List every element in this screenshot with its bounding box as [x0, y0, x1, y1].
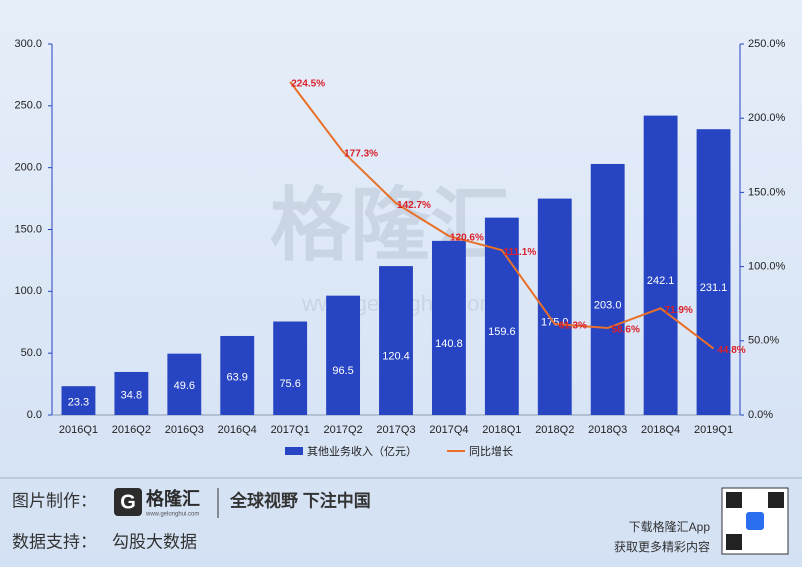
x-tick-label: 2018Q3 — [588, 424, 627, 436]
bar-label: 96.5 — [332, 365, 353, 377]
bar — [114, 371, 149, 415]
bar-label: 242.1 — [647, 275, 675, 287]
bar-label: 75.6 — [279, 378, 300, 390]
line-label: 120.6% — [450, 233, 484, 244]
bar-label: 63.9 — [227, 371, 248, 383]
legend-label: 同比增长 — [469, 444, 513, 458]
legend-swatch — [285, 447, 303, 455]
bar-label: 231.1 — [700, 282, 728, 294]
bar-label: 49.6 — [174, 380, 195, 392]
bar-label: 120.4 — [382, 350, 410, 362]
x-tick-label: 2016Q1 — [59, 424, 98, 436]
y2-tick-label: 250.0% — [748, 38, 786, 50]
legend-label: 其他业务收入（亿元） — [307, 444, 417, 458]
bar — [61, 386, 96, 415]
bar — [326, 295, 361, 415]
logo: 格隆汇 — [146, 488, 200, 509]
qr-corner — [768, 492, 784, 508]
logo-url: www.gelonghui.com — [145, 512, 199, 518]
bar — [220, 335, 255, 415]
x-tick-label: 2018Q2 — [535, 424, 574, 436]
x-tick-label: 2016Q2 — [112, 424, 151, 436]
watermark: 格隆汇 — [270, 181, 510, 270]
made-by: 图片制作： — [12, 491, 97, 510]
x-tick-label: 2018Q4 — [641, 424, 680, 436]
app-line1: 下载格隆汇App — [629, 519, 711, 534]
qr-corner — [726, 492, 742, 508]
x-tick-label: 2016Q3 — [165, 424, 204, 436]
line — [289, 81, 715, 350]
bar — [696, 129, 731, 415]
data-by: 数据支持： — [12, 532, 97, 551]
y2-tick-label: 50.0% — [748, 335, 779, 347]
bar-label: 140.8 — [435, 338, 463, 350]
line-label: 44.8% — [717, 345, 745, 356]
x-tick-label: 2018Q1 — [482, 424, 521, 436]
y-tick-label: 250.0 — [14, 100, 42, 112]
slogan: 全球视野 下注中国 — [229, 490, 371, 510]
y2-tick-label: 150.0% — [748, 186, 786, 198]
bar-label: 23.3 — [68, 396, 89, 408]
data-source: 勾股大数据 — [112, 532, 197, 551]
footer: 图片制作： G 格隆汇 www.gelonghui.com 全球视野 下注中国 … — [12, 487, 789, 555]
y2-tick-label: 200.0% — [748, 112, 786, 124]
line-label: 177.3% — [344, 149, 378, 160]
y2-tick-label: 0.0% — [748, 409, 773, 421]
bar — [379, 266, 413, 415]
y-tick-label: 100.0 — [14, 285, 42, 297]
qr-corner — [726, 534, 742, 550]
bar — [167, 353, 202, 415]
app-line2: 获取更多精彩内容 — [614, 539, 710, 554]
bar — [643, 115, 678, 415]
x-tick-label: 2017Q1 — [271, 424, 310, 436]
x-tick-label: 2017Q4 — [429, 424, 468, 436]
qr-logo — [746, 512, 764, 530]
x-tick-label: 2017Q3 — [376, 424, 415, 436]
x-tick-label: 2019Q1 — [694, 424, 733, 436]
line-label: 142.7% — [397, 200, 431, 211]
line-label: 71.9% — [664, 305, 692, 316]
y-tick-label: 50.0 — [21, 347, 42, 359]
bar-label: 34.8 — [121, 389, 142, 401]
line-label: 224.5% — [291, 78, 325, 89]
logo-mark: G — [120, 491, 136, 513]
y-tick-label: 0.0 — [27, 409, 42, 421]
x-tick-label: 2016Q4 — [218, 424, 257, 436]
y2-tick-label: 100.0% — [748, 261, 786, 273]
line-label: 61.3% — [559, 321, 587, 332]
bar — [431, 240, 466, 415]
bar-label: 159.6 — [488, 326, 516, 338]
y-tick-label: 300.0 — [14, 38, 42, 50]
y-tick-label: 150.0 — [14, 223, 42, 235]
bar — [590, 163, 625, 415]
x-tick-label: 2017Q2 — [323, 424, 362, 436]
y-tick-label: 200.0 — [14, 162, 42, 174]
line-label: 111.1% — [503, 247, 536, 258]
logo-icon — [114, 488, 142, 516]
bar — [273, 321, 308, 415]
bar-label: 203.0 — [594, 299, 622, 311]
line-label: 58.6% — [612, 325, 640, 336]
